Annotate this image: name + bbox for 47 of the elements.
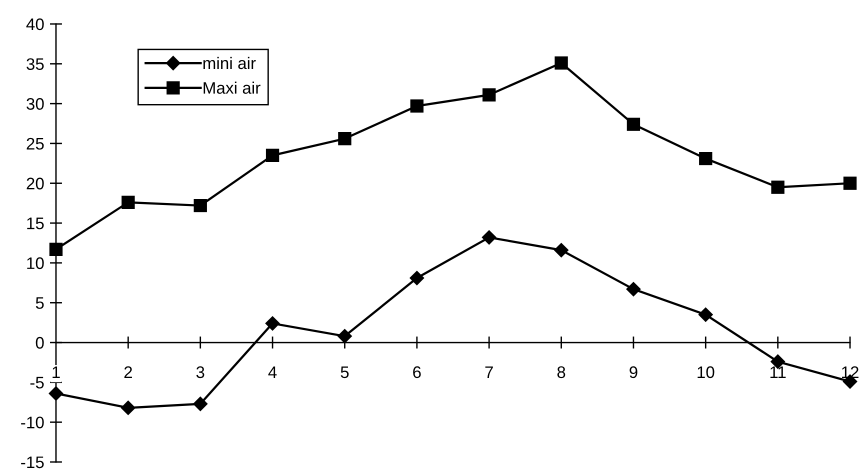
point <box>410 99 424 113</box>
y-tick-label: 25 <box>26 138 44 150</box>
point <box>410 270 424 286</box>
y-tick-label: -5 <box>30 376 44 389</box>
y-tick-label: 10 <box>27 257 44 270</box>
y-tick-label: 40 <box>26 18 44 30</box>
x-tick-label: 1 <box>52 366 60 378</box>
point <box>338 132 352 146</box>
legend-label: mini air <box>203 56 256 70</box>
x-tick-label: 10 <box>698 366 714 378</box>
point <box>843 176 857 190</box>
point <box>120 400 136 416</box>
x-tick-label: 2 <box>124 366 132 378</box>
x-tick-label: 5 <box>340 366 349 378</box>
point <box>194 198 207 212</box>
point <box>193 396 208 412</box>
x-tick-label: 6 <box>413 366 421 378</box>
y-tick-label: 0 <box>36 336 44 349</box>
point <box>48 386 64 401</box>
point <box>554 56 568 70</box>
point <box>698 307 713 322</box>
point <box>771 180 784 194</box>
y-tick-label: 30 <box>26 98 44 110</box>
x-tick-label: 9 <box>630 366 638 378</box>
y-tick-label: 15 <box>27 218 44 230</box>
x-tick-label: 11 <box>770 366 786 378</box>
x-tick-label: 8 <box>557 366 566 378</box>
point <box>626 282 641 296</box>
point <box>338 328 352 344</box>
point <box>265 316 280 331</box>
legend-label: Maxi air <box>204 82 260 94</box>
point <box>554 242 568 258</box>
point <box>49 242 63 256</box>
point <box>482 88 496 102</box>
point <box>122 196 135 209</box>
y-tick-label: 5 <box>36 297 44 309</box>
x-tick-label: 4 <box>268 366 277 378</box>
point <box>266 148 280 162</box>
y-tick-label: -10 <box>21 416 44 428</box>
y-tick-label: 20 <box>26 178 44 190</box>
point <box>482 230 496 245</box>
x-tick-label: 3 <box>196 366 204 378</box>
point <box>626 118 640 131</box>
y-tick-label: 35 <box>26 58 44 70</box>
y-tick-label: -15 <box>21 456 44 468</box>
x-tick-label: 7 <box>485 366 493 378</box>
point <box>699 152 712 166</box>
